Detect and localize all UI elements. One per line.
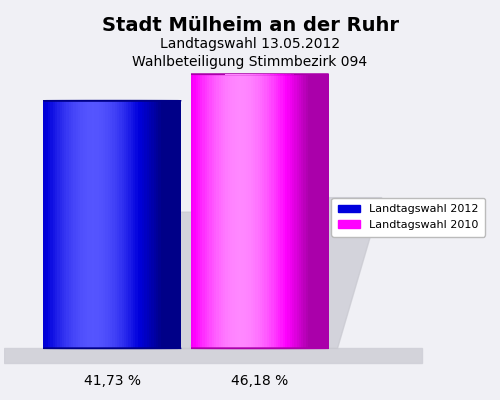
Bar <box>126 100 130 101</box>
Ellipse shape <box>44 100 181 101</box>
Bar <box>136 100 140 101</box>
Bar <box>122 100 126 101</box>
Bar <box>92 100 95 101</box>
Bar <box>133 100 136 101</box>
Bar <box>106 100 109 101</box>
Bar <box>119 100 122 101</box>
Bar <box>4 348 422 363</box>
Bar <box>102 100 106 101</box>
Bar <box>112 100 116 101</box>
Bar <box>109 100 112 101</box>
Legend: Landtagswahl 2012, Landtagswahl 2010: Landtagswahl 2012, Landtagswahl 2010 <box>332 198 486 237</box>
Bar <box>98 100 102 101</box>
Bar <box>130 100 133 101</box>
Text: Wahlbeteiligung Stimmbezirk 094: Wahlbeteiligung Stimmbezirk 094 <box>132 55 368 69</box>
Polygon shape <box>52 212 234 348</box>
Text: 46,18 %: 46,18 % <box>231 374 288 388</box>
Bar <box>95 100 98 101</box>
Text: Landtagswahl 13.05.2012: Landtagswahl 13.05.2012 <box>160 37 340 51</box>
Bar <box>88 100 92 101</box>
Polygon shape <box>200 198 382 348</box>
Text: Stadt Mülheim an der Ruhr: Stadt Mülheim an der Ruhr <box>102 16 399 35</box>
Bar <box>85 100 88 101</box>
Text: 41,73 %: 41,73 % <box>84 374 141 388</box>
Bar <box>116 100 119 101</box>
